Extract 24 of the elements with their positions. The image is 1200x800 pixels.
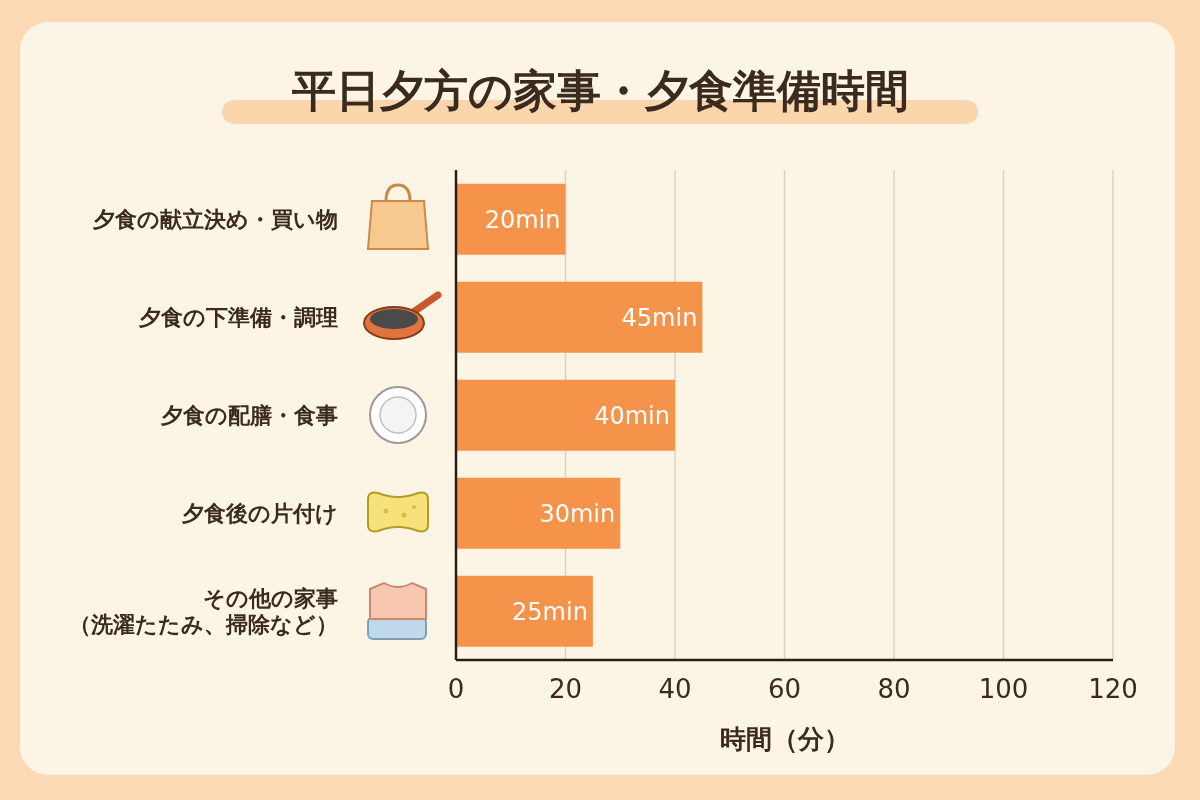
data-label: 45min — [621, 303, 698, 332]
x-tick-label: 0 — [447, 674, 465, 705]
bar — [456, 477, 621, 549]
x-tick-label: 20 — [548, 674, 583, 705]
chart-title: 平日夕方の家事・夕食準備時間 — [290, 64, 910, 118]
y-tick-label: 夕食の献立決め・買い物 — [92, 206, 338, 232]
y-tick-label: 夕食の下準備・調理 — [138, 304, 338, 330]
data-label: 30min — [539, 499, 616, 528]
bar — [456, 281, 703, 353]
y-tick-label: 夕食の配膳・食事 — [160, 402, 338, 428]
data-label: 40min — [594, 401, 670, 430]
x-axis-title: 時間（分） — [718, 723, 851, 756]
x-tick-label: 100 — [978, 674, 1029, 705]
x-tick-label: 120 — [1088, 674, 1138, 705]
y-tick-label: その他の家事（洗濯たたみ、掃除など） — [69, 585, 338, 637]
x-tick-label: 40 — [658, 674, 692, 705]
x-tick-label: 60 — [767, 674, 802, 705]
bar — [456, 183, 566, 255]
y-tick-label: 夕食後の片付け — [181, 500, 338, 526]
bar — [456, 379, 675, 451]
x-tick-label: 80 — [877, 674, 911, 705]
bar — [456, 575, 593, 647]
data-label: 20min — [484, 205, 561, 234]
data-label: 25min — [512, 597, 588, 626]
